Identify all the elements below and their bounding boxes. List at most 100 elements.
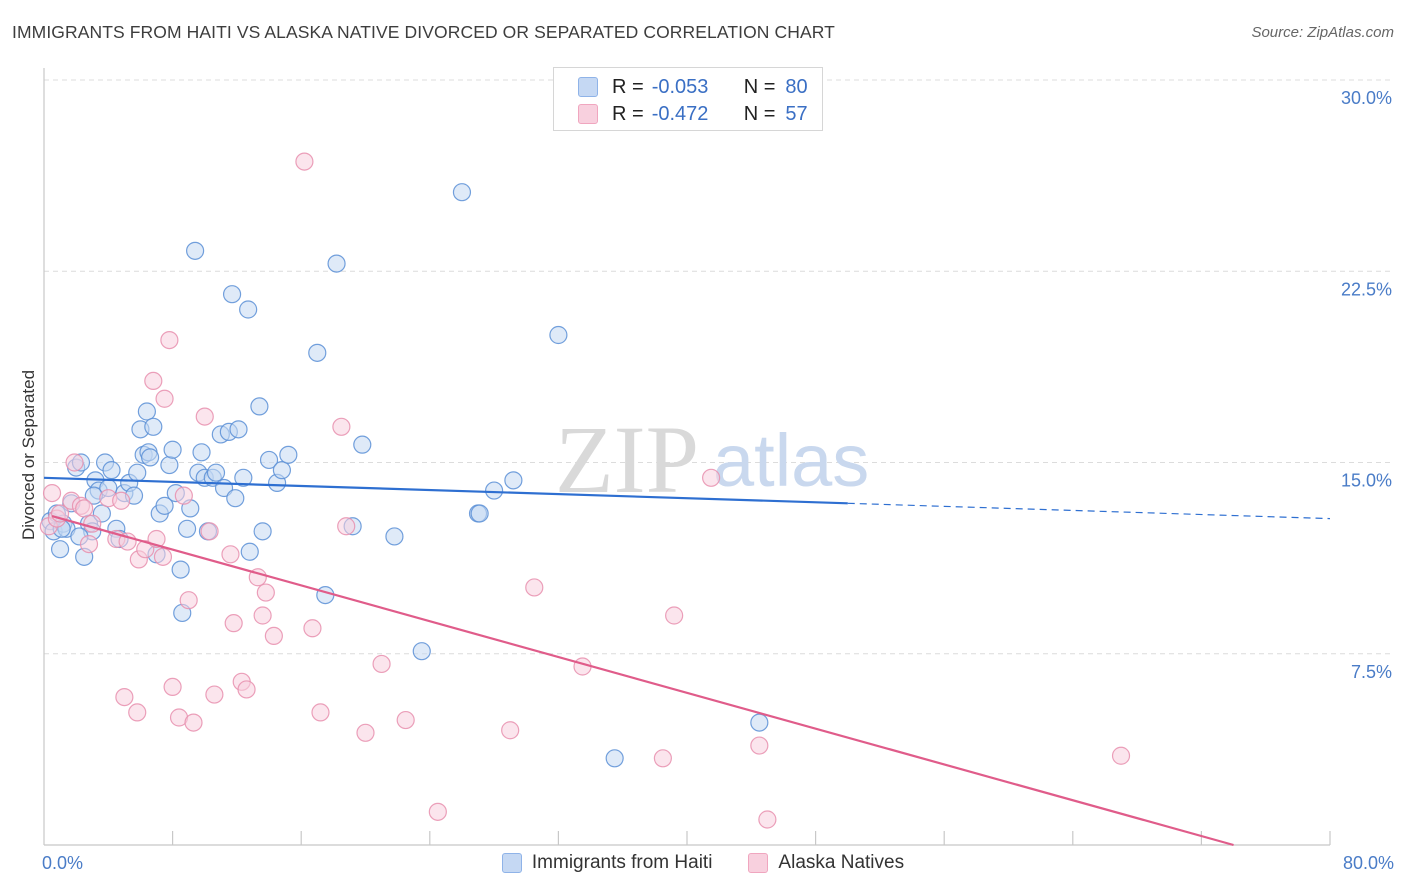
data-point bbox=[160, 455, 179, 475]
data-point bbox=[264, 626, 283, 646]
data-point bbox=[501, 721, 520, 740]
data-point bbox=[253, 522, 272, 541]
data-point bbox=[750, 736, 769, 755]
data-point bbox=[79, 534, 99, 554]
data-point bbox=[234, 468, 253, 487]
data-point bbox=[163, 677, 182, 697]
legend-swatch-haiti bbox=[501, 853, 522, 873]
y-tick-label: 7.5% bbox=[1351, 662, 1392, 682]
legend-n-label: N = bbox=[743, 75, 776, 98]
data-point bbox=[303, 619, 322, 638]
legend-swatch-haiti bbox=[578, 77, 598, 97]
data-point bbox=[665, 606, 684, 625]
data-point bbox=[50, 540, 70, 559]
x-tick-label: 80.0% bbox=[1343, 853, 1394, 873]
legend-r-label: R = bbox=[612, 75, 644, 98]
data-point bbox=[452, 183, 472, 202]
data-point bbox=[240, 542, 259, 561]
data-point bbox=[279, 445, 298, 464]
data-point bbox=[195, 407, 214, 426]
data-point bbox=[253, 606, 272, 625]
legend-n-value: 57 bbox=[785, 102, 808, 125]
data-point bbox=[412, 642, 431, 661]
legend-r-value: -0.053 bbox=[651, 75, 709, 98]
data-point bbox=[229, 420, 248, 439]
data-point bbox=[153, 547, 173, 566]
legend-row-alaska: R = -0.472 N = 57 bbox=[578, 101, 808, 127]
legend-label-haiti: Immigrants from Haiti bbox=[531, 852, 713, 873]
data-point bbox=[179, 591, 198, 610]
data-point bbox=[295, 152, 314, 171]
legend-swatch-alaska bbox=[578, 104, 598, 124]
data-point bbox=[504, 471, 523, 490]
data-point bbox=[221, 545, 240, 564]
grid-lines bbox=[44, 79, 1392, 655]
data-points bbox=[39, 152, 1131, 829]
chart-title: IMMIGRANTS FROM HAITI VS ALASKA NATIVE D… bbox=[12, 22, 835, 42]
data-point bbox=[65, 453, 84, 472]
data-point bbox=[226, 489, 245, 508]
data-point bbox=[112, 491, 131, 510]
legend-row-haiti: R = -0.053 N = 80 bbox=[578, 74, 808, 100]
data-point bbox=[239, 300, 258, 319]
y-tick-label: 15.0% bbox=[1341, 471, 1392, 491]
y-axis-title: Divorced or Separated bbox=[19, 370, 38, 540]
data-point bbox=[163, 440, 182, 459]
data-point bbox=[256, 583, 275, 602]
trend-line bbox=[51, 514, 1234, 847]
data-point bbox=[192, 443, 211, 462]
data-point bbox=[160, 331, 179, 350]
data-point bbox=[75, 499, 94, 518]
data-point bbox=[605, 749, 624, 768]
y-tick-label: 30.0% bbox=[1341, 88, 1392, 108]
data-point bbox=[144, 417, 163, 436]
series-legend: Immigrants from Haiti Alaska Natives bbox=[0, 852, 1406, 874]
data-point bbox=[428, 802, 447, 821]
y-tick-label: 22.5% bbox=[1341, 279, 1392, 299]
watermark-atlas: atlas bbox=[713, 419, 869, 502]
data-point bbox=[272, 461, 292, 480]
data-point bbox=[750, 713, 769, 732]
data-point bbox=[470, 504, 489, 523]
data-point bbox=[155, 496, 174, 515]
data-point bbox=[385, 527, 404, 546]
data-point bbox=[353, 435, 372, 454]
data-point bbox=[102, 461, 121, 480]
data-point bbox=[177, 519, 197, 538]
tick-labels: 7.5% 15.0% 22.5% 30.0% 0.0% 80.0% bbox=[42, 88, 1394, 873]
legend-r-label: R = bbox=[612, 102, 644, 125]
data-point bbox=[485, 481, 504, 500]
trend-line-extension bbox=[847, 502, 1331, 520]
data-point bbox=[136, 540, 155, 559]
data-point bbox=[311, 703, 330, 722]
data-point bbox=[200, 522, 219, 541]
axes bbox=[43, 68, 1331, 846]
data-point bbox=[174, 486, 193, 505]
data-point bbox=[653, 749, 672, 768]
data-point bbox=[332, 417, 351, 436]
x-tick-label: 0.0% bbox=[42, 853, 83, 873]
data-point bbox=[372, 654, 391, 674]
data-point bbox=[224, 614, 243, 633]
legend-item-alaska[interactable]: Alaska Natives bbox=[748, 852, 904, 874]
legend-label-alaska: Alaska Natives bbox=[778, 852, 905, 873]
data-point bbox=[316, 585, 335, 605]
data-point bbox=[396, 710, 415, 730]
data-point bbox=[184, 713, 203, 732]
data-point bbox=[144, 371, 163, 390]
data-point bbox=[549, 325, 568, 345]
legend-swatch-alaska bbox=[748, 853, 769, 873]
data-point bbox=[128, 703, 147, 722]
trend-line bbox=[43, 476, 848, 505]
data-point bbox=[337, 517, 356, 536]
legend-item-haiti[interactable]: Immigrants from Haiti bbox=[501, 852, 713, 874]
data-point bbox=[259, 450, 279, 470]
data-point bbox=[140, 448, 160, 467]
data-point bbox=[758, 810, 777, 829]
legend-n-value: 80 bbox=[785, 75, 808, 98]
source-label: Source: ZipAtlas.com bbox=[1251, 24, 1394, 41]
data-point bbox=[222, 285, 242, 304]
data-point bbox=[115, 687, 134, 707]
data-point bbox=[1111, 746, 1131, 765]
